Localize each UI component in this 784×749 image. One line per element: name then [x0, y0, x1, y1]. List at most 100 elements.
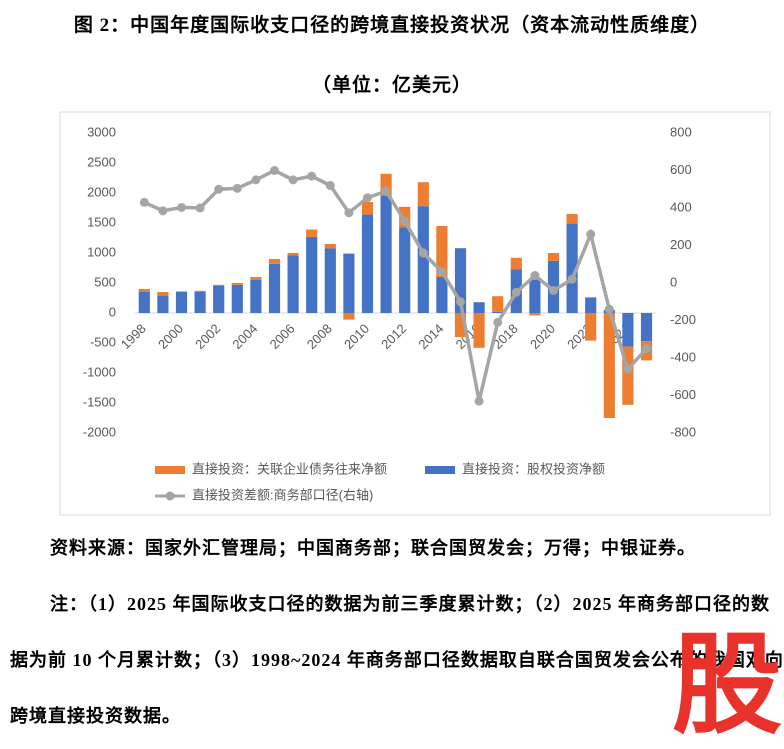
bar: [473, 313, 485, 348]
y2-tick-label: 600: [670, 162, 692, 177]
marker: [177, 202, 186, 212]
y-tick-label: 2500: [87, 154, 116, 169]
marker: [474, 396, 484, 406]
y2-tick-label: -400: [670, 349, 696, 364]
bar: [175, 291, 188, 292]
y-tick-label: -2000: [83, 424, 116, 439]
bar: [417, 182, 429, 207]
x-tick-label: 2002: [192, 321, 223, 352]
marker: [344, 208, 354, 218]
marker: [511, 287, 521, 297]
bar: [380, 196, 392, 313]
marker: [307, 171, 317, 181]
marker: [456, 297, 465, 307]
bar: [436, 226, 448, 277]
bar: [343, 253, 355, 313]
y2-tick-label: 200: [670, 237, 692, 252]
marker: [623, 364, 633, 374]
line: [143, 168, 648, 402]
y-tick-label: -1000: [83, 364, 116, 379]
legend-label: 直接投资差额:商务部口径(右轴): [192, 487, 373, 502]
marker: [530, 271, 540, 280]
watermark: 股: [672, 621, 782, 749]
bar: [454, 313, 467, 337]
marker: [400, 216, 410, 226]
bar: [492, 296, 504, 312]
x-tick-label: 2012: [378, 321, 409, 352]
bar: [250, 277, 262, 280]
bar: [492, 311, 504, 313]
x-tick-label: 2010: [341, 321, 372, 352]
bar: [250, 280, 262, 313]
bar: [380, 173, 392, 196]
y2-tick-label: 800: [670, 124, 692, 139]
chart: 3000 2500 2000 1500 1000 500 0 -500 -1000 -1500 -2…: [59, 111, 771, 516]
marker: [270, 166, 279, 175]
marker: [139, 197, 149, 207]
bar: [306, 229, 318, 237]
legend-marker: [165, 491, 175, 501]
marker: [288, 175, 298, 185]
marker: [381, 186, 391, 196]
marker: [437, 267, 447, 277]
y-tick-label: -1500: [83, 394, 116, 409]
y-tick-label: 1500: [87, 214, 116, 229]
source: 资料来源：国家外汇管理局；中国商务部；联合国贸发会；万得；中银证券。: [50, 538, 696, 558]
bar: [454, 248, 467, 313]
bar: [361, 214, 374, 313]
marker: [325, 181, 335, 190]
bar: [194, 292, 206, 313]
bar: [473, 302, 485, 313]
bar: [157, 295, 169, 313]
marker: [214, 184, 224, 194]
y-tick-label: 2000: [87, 184, 116, 199]
y-tick-label: 500: [94, 274, 116, 289]
y2-tick-label: 400: [670, 199, 692, 214]
bar: [213, 284, 225, 286]
x-tick-label: 2008: [304, 321, 335, 352]
bar: [268, 259, 281, 264]
marker: [363, 193, 372, 203]
bar: [436, 277, 448, 313]
x-tick-label: 2004: [229, 321, 260, 352]
bar: [585, 313, 597, 341]
bar: [361, 202, 374, 215]
bar: [157, 292, 169, 296]
bar: [213, 286, 225, 313]
bar: [603, 313, 615, 418]
x-tick-label: 2020: [527, 321, 558, 352]
bar: [287, 255, 299, 313]
legend-swatch: [155, 466, 185, 474]
bar: [324, 248, 336, 313]
marker: [195, 203, 205, 213]
marker: [642, 344, 651, 354]
bar: [231, 284, 243, 313]
bar: [194, 290, 206, 292]
chart-title: 图 2：中国年度国际收支口径的跨境直接投资状况（资本流动性质维度）: [73, 15, 711, 36]
marker: [232, 183, 242, 193]
marker: [586, 229, 596, 239]
bar: [640, 313, 653, 342]
y-tick-label: 1000: [87, 244, 116, 259]
y-tick-label: -500: [90, 334, 116, 349]
bar: [566, 214, 578, 224]
bar: [287, 253, 299, 256]
bar: [399, 227, 411, 313]
marker: [493, 317, 503, 327]
y-tick-label: 3000: [87, 124, 116, 139]
bar: [622, 313, 634, 347]
x-tick-label: 2006: [267, 321, 298, 352]
marker: [567, 274, 577, 284]
bar: [529, 313, 541, 316]
bar: [138, 289, 150, 292]
marker: [158, 206, 168, 216]
bar: [547, 253, 560, 261]
bar: [175, 292, 188, 313]
bar: [529, 278, 541, 313]
bar: [138, 292, 150, 313]
y2-tick-label: 0: [670, 274, 677, 289]
chart-subtitle: （单位：亿美元）: [311, 75, 472, 96]
marker: [418, 248, 428, 258]
note: 注：（1）2025 年国际收支口径的数据为前三季度累计数；（2）2025 年商务…: [10, 594, 784, 726]
